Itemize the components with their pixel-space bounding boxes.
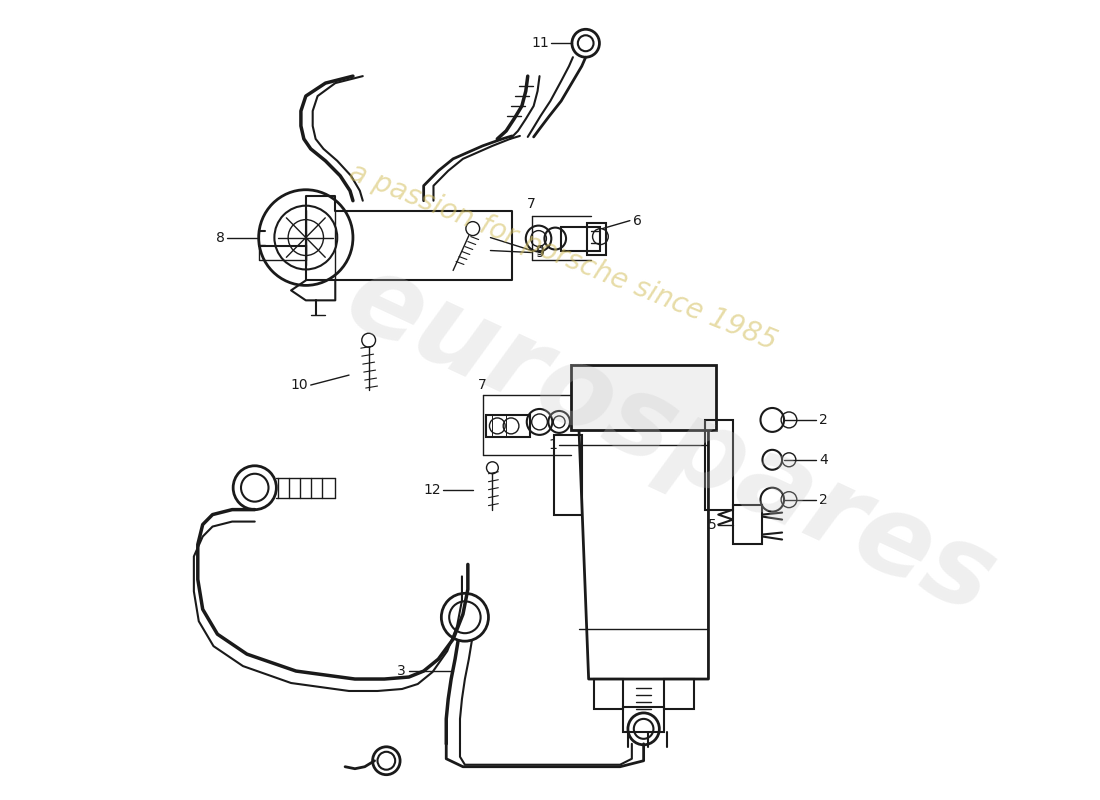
Text: 9: 9	[535, 243, 543, 258]
Text: 6: 6	[632, 214, 641, 228]
Text: 7: 7	[478, 378, 487, 392]
Bar	[705, 420, 733, 510]
Bar	[485, 415, 530, 437]
Bar	[586, 222, 606, 254]
Bar	[584, 370, 704, 425]
Text: 12: 12	[424, 482, 441, 497]
Bar	[594, 679, 623, 709]
Text: 2: 2	[820, 413, 828, 427]
Text: 8: 8	[217, 230, 226, 245]
Bar	[733, 505, 762, 545]
Text: 10: 10	[290, 378, 308, 392]
Bar	[554, 435, 582, 514]
Text: 7: 7	[527, 197, 536, 210]
Text: 9: 9	[535, 246, 543, 259]
Bar	[664, 679, 694, 709]
Text: 11: 11	[531, 36, 549, 50]
Text: a passion for porsche since 1985: a passion for porsche since 1985	[345, 158, 781, 355]
Bar	[571, 365, 716, 430]
Bar	[561, 226, 601, 250]
Text: eurospares: eurospares	[330, 243, 1012, 637]
Text: 2: 2	[820, 493, 828, 506]
Text: 4: 4	[820, 453, 828, 466]
Bar	[623, 707, 664, 732]
Text: 1: 1	[548, 438, 558, 452]
Text: 5: 5	[707, 518, 716, 531]
Text: 3: 3	[397, 664, 406, 678]
